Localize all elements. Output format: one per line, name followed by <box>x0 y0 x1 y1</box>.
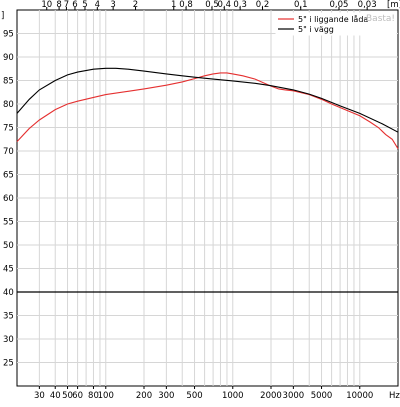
x-tick-label: 60 <box>72 391 83 401</box>
legend-box <box>275 12 397 36</box>
x-tick-label: 1000 <box>222 391 244 401</box>
y-tick-label: 95 <box>3 30 14 40</box>
y-tick-label: 90 <box>3 53 14 63</box>
series-line-1 <box>16 72 399 149</box>
top-tick-label: 3 <box>110 0 115 10</box>
top-tick-label: 0,03 <box>358 0 377 10</box>
y-tick-label: 60 <box>3 194 14 204</box>
x-tick-label: 3000 <box>283 391 305 401</box>
series-layer <box>16 67 399 293</box>
top-tick-label: 1 <box>171 0 176 10</box>
y-tick-label: 70 <box>3 147 14 157</box>
x-tick-label: 5000 <box>311 391 333 401</box>
top-tick-label: 0,05 <box>330 0 349 10</box>
top-tick-label: 2 <box>133 0 138 10</box>
y-tick-label: 65 <box>3 171 14 181</box>
y-tick-label: 85 <box>3 77 14 87</box>
y-tick-label: 50 <box>3 241 14 251</box>
top-tick-label: 0,3 <box>233 0 247 10</box>
top-unit-label: [m] <box>387 0 400 10</box>
top-tick-label: 6 <box>72 0 77 10</box>
watermark-text: Basta! <box>366 14 395 24</box>
x-tick-label: 2000 <box>260 391 282 401</box>
y-tick-label: 55 <box>3 218 14 228</box>
x-tick-label: 500 <box>186 391 202 401</box>
top-tick-label: 0,2 <box>256 0 270 10</box>
y-unit-label: ] <box>1 11 4 21</box>
x-tick-label: 10000 <box>346 391 373 401</box>
x-tick-label: 200 <box>136 391 152 401</box>
top-tick-label: 7 <box>64 0 69 10</box>
legend-label: 5" i vägg <box>298 25 334 34</box>
top-tick-label: 0,4 <box>218 0 232 10</box>
top-tick-label: 5 <box>82 0 87 10</box>
x-tick-label: 30 <box>34 391 45 401</box>
y-tick-label: 25 <box>3 359 14 369</box>
y-tick-label: 80 <box>3 100 14 110</box>
x-tick-label: 50 <box>62 391 73 401</box>
legend-label: 5" i liggande låda <box>298 14 368 24</box>
top-tick-label: 0,5 <box>205 0 219 10</box>
x-tick-label: 300 <box>158 391 174 401</box>
x-tick-label: 100 <box>98 391 114 401</box>
grid-layer <box>16 9 399 387</box>
y-tick-label: 30 <box>3 335 14 345</box>
top-tick-label: 0,1 <box>294 0 308 10</box>
y-tick-label: 40 <box>3 288 14 298</box>
y-tick-label: 75 <box>3 124 14 134</box>
top-tick-label: 8 <box>56 0 61 10</box>
y-tick-label: 45 <box>3 265 14 275</box>
x-tick-label: 40 <box>50 391 61 401</box>
x-tick-label: 80 <box>88 391 99 401</box>
top-tick-label: 10 <box>41 0 52 10</box>
top-tick-label: 4 <box>95 0 100 10</box>
y-tick-label: 35 <box>3 312 14 322</box>
series-line-2 <box>16 67 399 133</box>
top-tick-label: 0,8 <box>179 0 193 10</box>
x-unit-label: Hz <box>389 391 400 401</box>
